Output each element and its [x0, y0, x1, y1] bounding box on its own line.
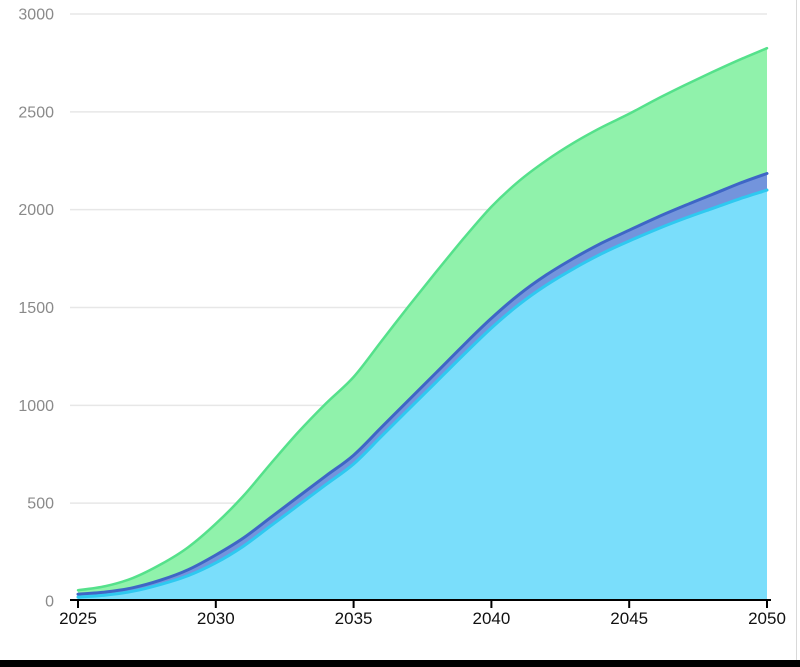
series-blue-middle-line [76, 172, 769, 596]
y-axis-tick-label: 0 [45, 594, 54, 611]
y-axis-tick-label: 2500 [18, 104, 54, 121]
y-axis-tick-label: 1000 [18, 398, 54, 415]
x-axis-tick-label: 2035 [335, 609, 373, 628]
x-axis-tick-label: 2045 [610, 609, 648, 628]
y-axis-tick-label: 3000 [18, 7, 54, 24]
window-bottom-edge [0, 660, 800, 667]
x-axis-tick-label: 2050 [748, 609, 786, 628]
x-axis-tick-label: 2030 [197, 609, 235, 628]
y-axis-tick-label: 2000 [18, 202, 54, 219]
page-right-border [796, 0, 797, 660]
series-green-top-line [76, 46, 769, 592]
series-cyan-bottom-line [76, 188, 769, 599]
x-axis-tick-label: 2025 [59, 609, 97, 628]
series-cyan-bottom-area [78, 190, 767, 600]
y-axis-tick-label: 1500 [18, 300, 54, 317]
x-axis-tick-label: 2040 [472, 609, 510, 628]
y-axis-tick-label: 500 [27, 496, 54, 513]
